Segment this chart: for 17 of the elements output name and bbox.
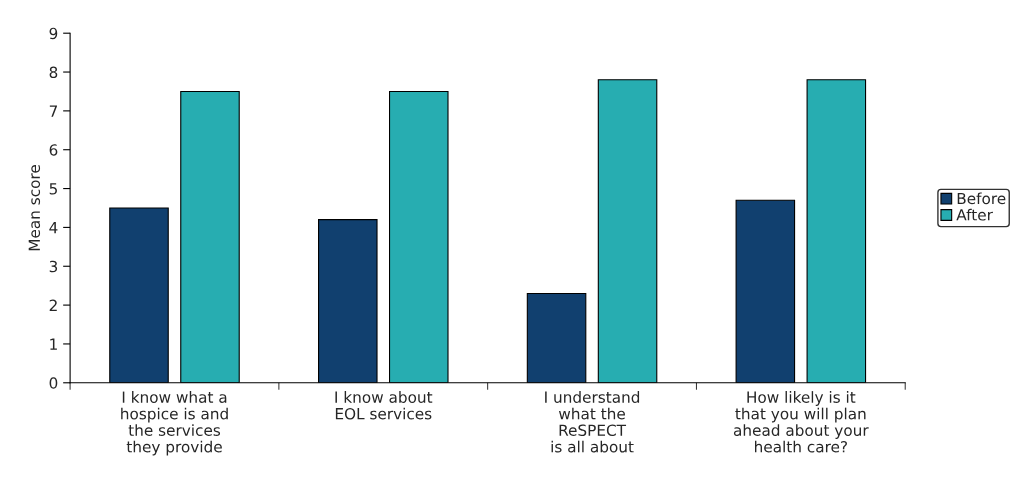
legend-label: After	[956, 208, 993, 221]
y-tick-label: 8	[49, 66, 58, 79]
y-tick-label: 7	[49, 105, 57, 117]
y-tick-label: 2	[49, 299, 57, 311]
y-tick-label: 5	[49, 183, 57, 195]
legend-label: Before	[957, 192, 1006, 205]
y-tick-label: 6	[49, 144, 58, 156]
y-tick-label: 4	[49, 222, 58, 234]
x-tick-label: How likely is it that you will plan ahead about your health care?	[733, 391, 869, 453]
y-tick-label: 3	[49, 260, 58, 273]
x-tick-label: I understand what the ReSPECT is all about	[545, 391, 640, 453]
x-tick-label: I know what a hospice is and the services they provide	[121, 391, 228, 456]
y-axis-title: Mean score	[28, 165, 41, 251]
x-tick-label: I know about EOL services	[335, 391, 433, 420]
y-tick-label: 0	[49, 377, 58, 389]
y-tick-label: 1	[50, 338, 57, 350]
y-tick-label: 9	[49, 27, 58, 40]
